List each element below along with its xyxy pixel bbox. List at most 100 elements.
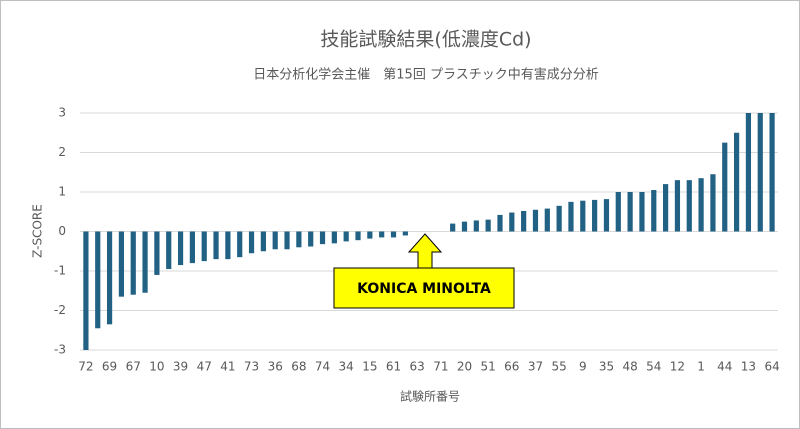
x-tick-label: 73 (244, 360, 259, 374)
x-tick-label: 39 (173, 360, 188, 374)
bar (485, 219, 491, 232)
y-tick-label: -3 (54, 343, 66, 357)
bar (118, 231, 125, 297)
bar (592, 199, 598, 232)
x-tick-label: 67 (126, 360, 141, 374)
bar (367, 231, 373, 239)
x-tick-label: 20 (457, 360, 472, 374)
bar (568, 201, 574, 232)
x-tick-label: 12 (670, 360, 685, 374)
bar (308, 231, 314, 247)
bar (651, 190, 657, 232)
bar (663, 184, 669, 232)
x-tick-label: 54 (646, 360, 661, 374)
bar (710, 174, 716, 232)
bar (698, 178, 704, 232)
bar (556, 205, 562, 232)
bar (201, 231, 207, 262)
y-axis-title: Z-SCORE (31, 204, 45, 258)
chart-subtitle: 日本分析化学会主催 第15回 プラスチック中有害成分分析 (253, 67, 598, 83)
x-tick-label: 36 (268, 360, 283, 374)
bar (532, 209, 539, 232)
bar (733, 132, 740, 232)
bar (615, 192, 621, 232)
annotation-box (333, 267, 515, 309)
bar (674, 180, 681, 232)
chart-title: 技能試験結果(低濃度Cd) (320, 29, 531, 51)
bar (603, 199, 610, 232)
bar (296, 231, 302, 248)
x-axis-title: 試験所番号 (400, 389, 460, 404)
bar (225, 231, 231, 260)
annotation-text: KONICA MINOLTA (357, 281, 491, 297)
bar (166, 231, 172, 270)
bar (450, 223, 456, 232)
x-tick-label: 35 (599, 360, 614, 374)
x-tick-label: 74 (315, 360, 330, 374)
y-tick-label: 0 (58, 224, 66, 238)
x-tick-label: 34 (339, 360, 354, 374)
x-tick-label: 48 (622, 360, 637, 374)
bar (769, 113, 775, 232)
bar (473, 220, 479, 232)
bar (580, 200, 586, 232)
bar (544, 208, 550, 232)
bar (686, 180, 692, 232)
bar (130, 231, 136, 295)
x-tick-label: 9 (579, 360, 587, 374)
bar (189, 231, 195, 264)
bar (379, 231, 385, 238)
bar (95, 231, 101, 329)
x-tick-label: 37 (528, 360, 543, 374)
bar (319, 231, 326, 245)
y-tick-label: -1 (54, 264, 66, 278)
x-tick-label: 68 (291, 360, 306, 374)
x-tick-label: 51 (481, 360, 496, 374)
bar (521, 210, 527, 232)
x-tick-label: 13 (741, 360, 756, 374)
y-tick-label: 1 (58, 185, 66, 199)
x-tick-label: 47 (197, 360, 212, 374)
x-tick-label: 15 (362, 360, 377, 374)
bar (402, 231, 408, 236)
bar (83, 231, 89, 350)
bar (722, 142, 728, 232)
y-tick-label: -2 (54, 303, 66, 317)
bar (142, 231, 148, 293)
bar (509, 212, 515, 232)
bar (284, 231, 290, 250)
x-tick-label: 72 (78, 360, 93, 374)
bar (627, 192, 633, 232)
x-tick-label: 63 (410, 360, 425, 374)
y-tick-label: 3 (58, 106, 66, 120)
bar (248, 231, 255, 254)
x-tick-label: 1 (697, 360, 705, 374)
bar (331, 231, 337, 244)
x-tick-label: 69 (102, 360, 117, 374)
bar (154, 231, 160, 275)
x-tick-label: 10 (149, 360, 164, 374)
bar (757, 113, 763, 232)
y-tick-label: 2 (58, 145, 66, 159)
bar (177, 231, 184, 266)
x-tick-label: 61 (386, 360, 401, 374)
x-tick-label: 55 (551, 360, 566, 374)
bar (390, 231, 397, 238)
bar (237, 231, 243, 258)
x-tick-label: 41 (220, 360, 235, 374)
bar (355, 231, 361, 241)
x-tick-label: 44 (717, 360, 732, 374)
bar (272, 231, 278, 250)
bar (745, 113, 752, 232)
bar (260, 231, 266, 252)
bar (343, 231, 349, 242)
x-tick-label: 66 (504, 360, 519, 374)
bar (213, 231, 219, 260)
bar (497, 214, 503, 232)
x-tick-label: 64 (764, 360, 779, 374)
bar (639, 192, 645, 232)
bar (461, 221, 468, 232)
x-tick-label: 71 (433, 360, 448, 374)
